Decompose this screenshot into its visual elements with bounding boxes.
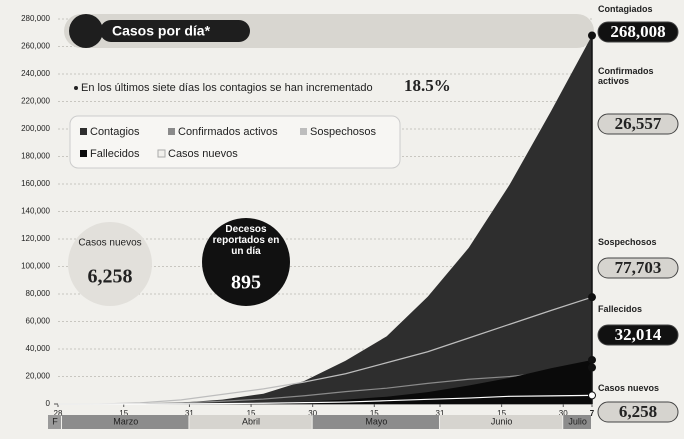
month-label: F [52,416,58,426]
y-tick-label: 140,000 [21,207,50,216]
x-tick-label: 31 [436,409,445,418]
end-point [588,355,596,364]
bubble [68,222,152,306]
chart-title: Casos por día* [112,23,211,39]
x-tick-label: 15 [119,409,128,418]
y-tick-label: 260,000 [21,42,50,51]
end-name: Sospechosos [598,237,657,247]
y-tick-label: 20,000 [26,372,51,381]
legend-label: Contagios [90,126,140,138]
x-tick-label: 15 [247,409,256,418]
bullet [74,86,78,90]
end-name-box: Casos nuevos [598,383,660,393]
y-tick-label: 0 [46,399,51,408]
end-value-box [597,113,679,135]
x-tick-label: 15 [497,409,506,418]
legend-swatch [80,150,87,157]
legend-swatch [157,149,166,158]
month-band [189,415,312,429]
y-tick-label: 60,000 [26,317,51,326]
bubble-text: Casos nuevos [78,238,141,249]
end-value-box [597,21,679,43]
end-value-box [597,324,679,346]
month-label: Marzo [113,416,138,426]
month-label: Abril [242,416,260,426]
month-label: Julio [568,416,587,426]
legend-label: Confirmados activos [178,126,278,138]
end-value: 6,258 [619,402,657,421]
area [58,359,592,404]
legend-box [69,115,401,169]
y-tick-label: 120,000 [21,234,50,243]
month-label: Mayo [365,416,387,426]
end-value: 77,703 [615,258,662,277]
annotation-text: En los últimos siete días los contagios … [81,82,373,94]
end-point [588,293,596,302]
y-tick-label: 240,000 [21,69,50,78]
x-tick-label: 7 [590,409,595,418]
month-band [312,415,440,429]
x-tick-label: 28 [54,409,63,418]
end-value: 32,014 [615,325,662,344]
end-name-box: Fallecidos [598,304,643,314]
title-pill [100,20,250,42]
bubble-text: Decesos reportados en un día [212,224,280,257]
end-point [588,363,596,372]
y-tick-label: 160,000 [21,179,50,188]
end-name-box: Contagiados [598,4,653,14]
end-name: Casos nuevos [598,383,660,393]
end-value-box [597,401,679,423]
end-name-box: Confirmados activos [598,66,654,86]
end-name: Fallecidos [598,304,643,314]
y-tick-label: 80,000 [26,289,51,298]
legend-swatch [168,128,175,135]
y-tick-label: 200,000 [21,124,50,133]
y-tick-label: 220,000 [21,97,50,106]
month-label: Junio [491,416,513,426]
line [57,394,593,405]
month-band [62,415,189,429]
annotation-value: 18.5% [404,76,451,95]
legend-swatch [300,128,307,135]
line [57,296,593,405]
x-tick-label: 30 [308,409,317,418]
title-icon [69,14,103,48]
bubble-text-box: Decesos reportados en un día [212,224,280,257]
x-tick-label: 30 [559,409,568,418]
y-tick-label: 40,000 [26,344,51,353]
bubble-value: 6,258 [88,266,133,288]
month-band [48,415,61,429]
end-point [588,391,596,400]
y-tick-label: 100,000 [21,262,50,271]
end-point [588,31,596,40]
y-tick-label: 180,000 [21,152,50,161]
legend-label: Casos nuevos [168,148,238,160]
legend-swatch [80,128,87,135]
legend-label: Fallecidos [90,148,140,160]
month-band [563,415,591,429]
end-name: Contagiados [598,4,653,14]
month-band [440,415,563,429]
end-name-box: Sospechosos [598,237,657,247]
legend-label: Sospechosos [310,126,377,138]
bubble-value: 895 [231,272,261,294]
bubble [202,218,290,306]
end-name: Confirmados activos [598,66,654,86]
x-tick-label: 31 [185,409,194,418]
end-value: 26,557 [615,114,662,133]
end-value-box [597,257,679,279]
area [58,35,592,404]
x-tick-label: 15 [370,409,379,418]
end-value: 268,008 [610,22,665,41]
y-tick-label: 280,000 [21,14,50,23]
